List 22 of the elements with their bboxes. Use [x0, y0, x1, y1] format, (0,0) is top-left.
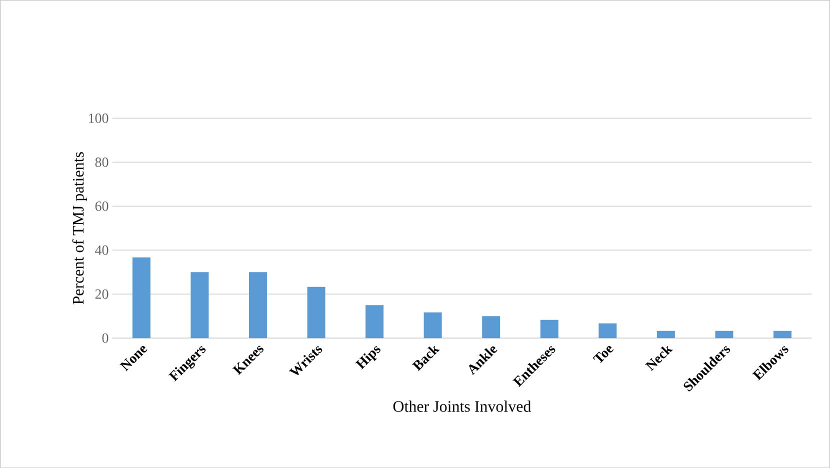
y-tick-label: 20: [95, 289, 108, 299]
x-axis-title: Other Joints Involved: [393, 400, 532, 412]
x-tick-label: Toe: [592, 346, 614, 363]
bar: [132, 257, 150, 338]
y-tick-label: 60: [95, 201, 108, 211]
y-tick-label: 100: [89, 113, 108, 123]
y-tick-label: 80: [95, 157, 108, 167]
bar: [773, 330, 792, 338]
x-tick-label: Hips: [355, 346, 380, 370]
bar: [190, 272, 209, 338]
bar: [656, 330, 675, 338]
bar: [248, 272, 267, 338]
y-tick-label: 40: [95, 245, 108, 255]
bar: [366, 304, 384, 338]
bar: [307, 286, 326, 338]
bar: [598, 323, 617, 338]
bar: [540, 320, 558, 338]
bar: [424, 312, 442, 338]
bar: [482, 316, 500, 338]
y-tick-label: 0: [102, 333, 108, 343]
y-axis-title: Percent of TMJ patients: [72, 152, 87, 304]
bar: [715, 330, 734, 338]
